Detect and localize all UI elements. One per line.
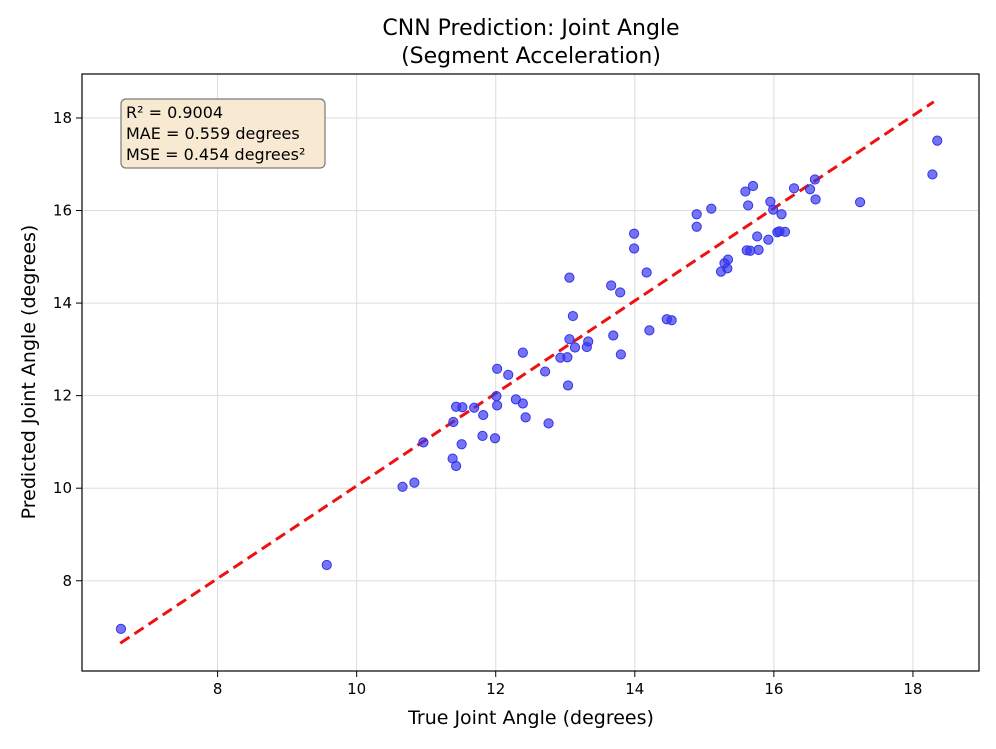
data-point [788,183,800,194]
data-point [562,380,574,391]
data-point [932,135,943,146]
data-point [743,200,754,211]
data-point [450,460,462,472]
stat-r2: R² = 0.9004 [126,103,223,122]
data-point [478,409,489,421]
chart-title-line1: CNN Prediction: Joint Angle [382,16,679,41]
data-point [321,559,332,571]
data-point [706,203,717,214]
data-point [115,623,127,634]
data-point [569,342,581,353]
y-tick-label: 10 [53,479,72,497]
data-point [489,433,501,444]
x-tick-label: 16 [764,680,783,698]
x-axis-label: True Joint Angle (degrees) [407,707,654,729]
data-point [768,204,779,215]
data-point [641,267,652,278]
data-points [115,135,943,634]
data-point [606,280,617,291]
data-point [753,244,764,255]
x-tick-label: 14 [625,680,644,698]
data-point [492,400,503,411]
data-point [615,287,626,298]
data-point [747,180,759,192]
data-point [629,243,640,254]
data-point [409,477,420,488]
data-point [492,363,503,374]
data-point [644,325,655,336]
data-point [810,194,821,205]
data-point [543,418,554,429]
stat-mse: MSE = 0.454 degrees² [126,145,305,164]
data-point [564,334,575,345]
data-point [776,209,787,220]
data-point [517,398,528,409]
data-point [666,315,677,326]
data-point [562,352,573,363]
data-point [722,254,734,265]
data-point [503,369,514,380]
data-point [477,430,488,442]
data-point [745,245,756,256]
data-point [615,349,626,360]
data-point [517,347,528,358]
y-tick-label: 14 [53,294,72,312]
data-point [456,439,467,450]
data-point [752,231,763,242]
data-point [469,402,480,413]
data-point [691,209,702,220]
y-tick-label: 12 [53,387,72,405]
data-point [927,169,938,180]
x-tick-label: 18 [903,680,922,698]
x-tick-label: 12 [486,680,505,698]
data-point [691,221,702,232]
data-point [448,416,459,428]
data-point [520,412,531,423]
data-point [629,228,640,239]
y-tick-label: 8 [62,572,72,590]
data-point [418,437,429,448]
y-tick-label: 16 [53,202,72,220]
stat-mae: MAE = 0.559 degrees [126,124,300,143]
data-point [854,197,866,208]
data-point [779,226,791,237]
data-point [608,330,619,341]
data-point [491,391,502,402]
data-point [809,174,820,185]
y-tick-label: 18 [53,109,72,127]
x-tick-label: 8 [213,680,223,698]
data-point [540,366,551,377]
plot-area-frame [81,73,980,672]
data-point [583,336,594,347]
data-point [457,402,468,413]
data-point [763,234,774,245]
data-point [567,310,579,322]
reference-line-layer [119,100,935,645]
data-point [740,186,751,197]
data-point [564,272,575,283]
data-point [804,184,816,195]
data-point [397,481,408,492]
stats-box: R² = 0.9004 MAE = 0.559 degrees MSE = 0.… [120,98,326,169]
chart-title-line2: (Segment Acceleration) [401,44,661,69]
y-axis-ticks: 8 10 12 14 16 18 [53,109,82,590]
x-axis-ticks: 8 10 12 14 16 18 [213,671,922,698]
y-axis-label: Predicted Joint Angle (degrees) [18,225,40,520]
data-point [722,263,733,274]
x-tick-label: 10 [347,680,366,698]
perfect-prediction-line [119,100,935,645]
stats-box-background [120,98,326,169]
